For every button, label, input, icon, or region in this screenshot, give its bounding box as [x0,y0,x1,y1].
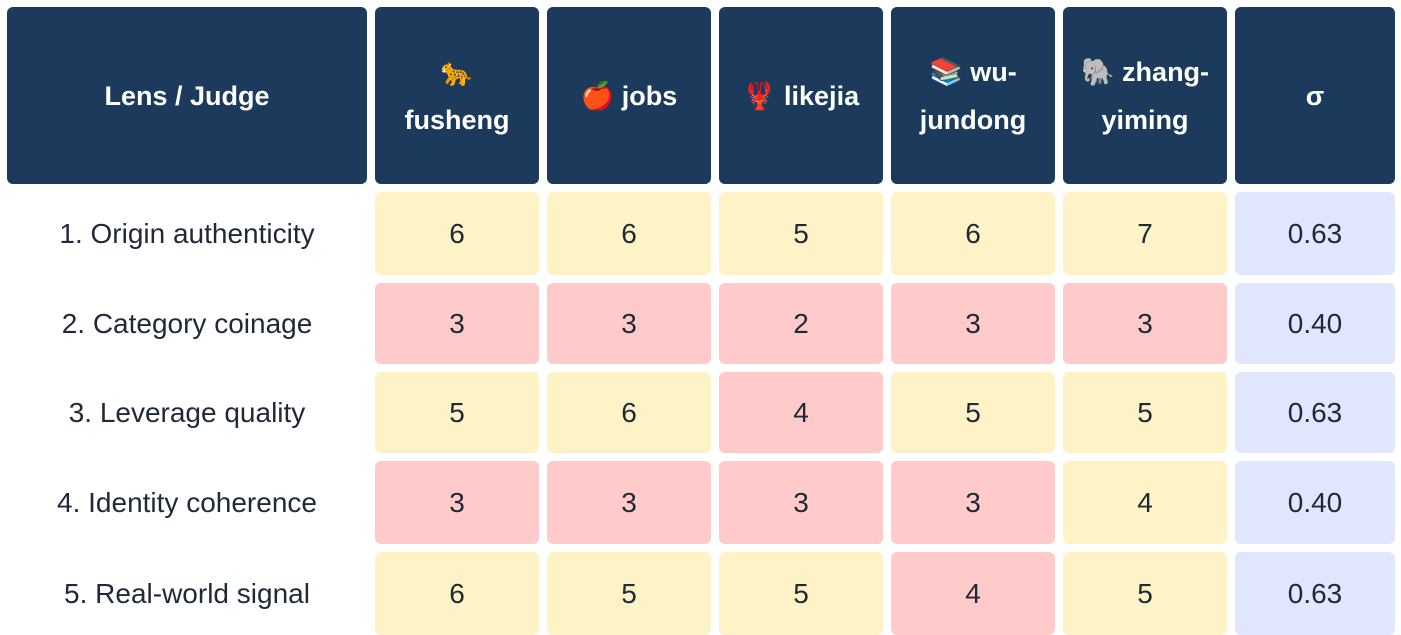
score-cell: 6 [375,192,539,275]
sigma-cell: 0.63 [1235,192,1395,275]
sigma-cell: 0.40 [1235,283,1395,364]
score-cell: 6 [547,372,711,453]
score-cell: 4 [1063,461,1227,544]
header-cell: 🦞 likejia [719,7,883,184]
sigma-cell: 0.63 [1235,372,1395,453]
score-cell: 6 [547,192,711,275]
score-cell: 5 [891,372,1055,453]
header-cell: 🍎 jobs [547,7,711,184]
lens-label: 1. Origin authenticity [7,192,367,275]
score-cell: 5 [719,192,883,275]
score-cell: 3 [547,283,711,364]
score-cell: 3 [375,283,539,364]
header-cell: Lens / Judge [7,7,367,184]
sigma-cell: 0.63 [1235,552,1395,635]
score-cell: 3 [891,283,1055,364]
score-cell: 5 [1063,372,1227,453]
header-cell: 🐆 fusheng [375,7,539,184]
score-cell: 3 [547,461,711,544]
lens-label: 3. Leverage quality [7,372,367,453]
score-cell: 3 [891,461,1055,544]
score-cell: 2 [719,283,883,364]
score-cell: 5 [547,552,711,635]
score-cell: 3 [1063,283,1227,364]
score-table: Lens / Judge 🐆 fusheng 🍎 jobs 🦞 likejia 📚 wu… [7,7,1395,635]
header-cell: 🐘 zhang-yiming [1063,7,1227,184]
score-cell: 5 [719,552,883,635]
score-cell: 3 [375,461,539,544]
header-cell: 📚 wu-jundong [891,7,1055,184]
score-cell: 3 [719,461,883,544]
score-cell: 7 [1063,192,1227,275]
score-cell: 4 [719,372,883,453]
score-cell: 6 [375,552,539,635]
score-cell: 5 [375,372,539,453]
sigma-cell: 0.40 [1235,461,1395,544]
lens-label: 5. Real-world signal [7,552,367,635]
score-cell: 6 [891,192,1055,275]
lens-label: 2. Category coinage [7,283,367,364]
score-cell: 5 [1063,552,1227,635]
lens-label: 4. Identity coherence [7,461,367,544]
header-cell: σ [1235,7,1395,184]
score-cell: 4 [891,552,1055,635]
